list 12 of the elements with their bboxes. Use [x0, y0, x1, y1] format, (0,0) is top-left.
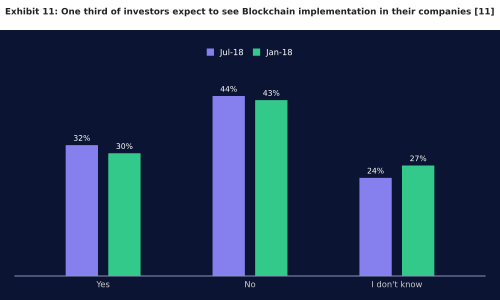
legend-label: Jan-18: [266, 48, 292, 57]
legend-label: Jul-18: [220, 48, 244, 57]
bar: [402, 166, 434, 276]
bar: [212, 96, 245, 276]
x-tick-label: I don't know: [372, 280, 422, 288]
bar: [108, 153, 141, 276]
chart-title: Exhibit 11: One third of investors expect to see Blockchain implementation in their companies [11]: [6, 8, 494, 16]
x-tick-label: Yes: [96, 281, 110, 288]
bar: [255, 100, 288, 276]
x-tick-label: No: [245, 281, 256, 288]
bar: [66, 145, 98, 276]
bar: [359, 178, 392, 276]
